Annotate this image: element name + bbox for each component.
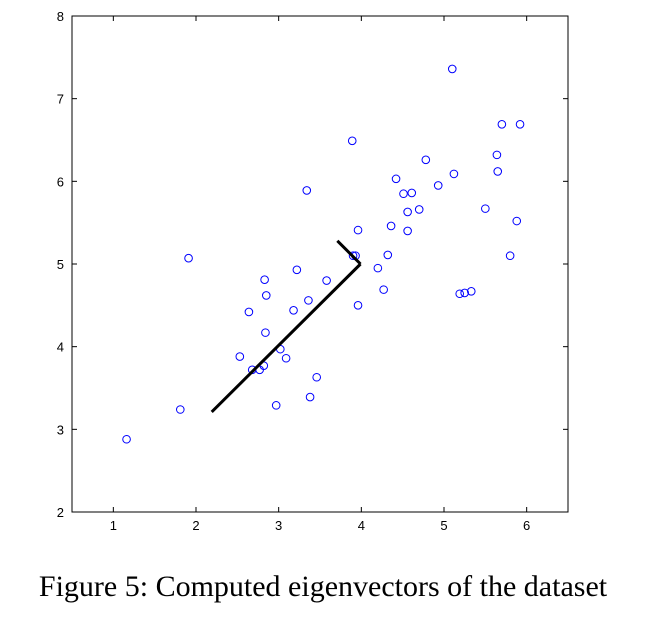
data-point	[449, 169, 459, 179]
data-point	[466, 286, 476, 296]
data-point	[305, 392, 315, 402]
figure-caption: Figure 5: Computed eigenvectors of the d…	[38, 570, 608, 603]
data-point	[244, 307, 254, 317]
y-tick-label: 8	[57, 9, 64, 24]
data-point	[312, 372, 321, 382]
eigenvector-lines	[210, 239, 362, 414]
data-point	[403, 207, 412, 217]
data-point	[379, 285, 388, 294]
data-point	[447, 64, 457, 74]
x-tick-label: 5	[440, 518, 447, 533]
x-tick-label: 6	[523, 518, 530, 533]
data-point	[292, 265, 302, 275]
data-point	[373, 263, 383, 273]
data-points	[122, 64, 525, 444]
data-point	[322, 276, 331, 285]
data-point	[260, 275, 269, 285]
data-point	[347, 136, 357, 146]
data-point	[455, 289, 465, 299]
data-point	[492, 150, 502, 160]
data-point	[235, 352, 245, 361]
data-point	[421, 155, 431, 165]
data-point	[302, 186, 312, 195]
data-point	[122, 434, 131, 444]
y-tick-label: 2	[57, 505, 64, 520]
data-point	[289, 305, 298, 315]
data-point	[353, 301, 363, 310]
data-point	[261, 291, 271, 300]
data-point	[184, 253, 193, 263]
data-point	[481, 204, 490, 213]
data-point	[515, 119, 525, 129]
y-tick-label: 5	[57, 257, 64, 272]
data-point	[493, 167, 503, 176]
y-tick-label: 3	[57, 422, 64, 437]
y-tick-label: 4	[57, 340, 64, 355]
scatter-chart: 1 2 3 4 5 6 2 3 4 5 6 7 8	[57, 9, 569, 533]
data-point	[403, 226, 412, 236]
plot-frame	[71, 15, 569, 513]
data-point	[414, 205, 424, 214]
data-point	[433, 181, 443, 190]
data-point	[281, 353, 291, 363]
axis-ticks: 1 2 3 4 5 6 2 3 4 5 6 7 8	[57, 9, 568, 533]
data-point	[512, 216, 522, 226]
data-point	[271, 401, 281, 410]
y-tick-label: 6	[57, 174, 64, 189]
data-point	[383, 250, 393, 260]
data-point	[261, 328, 270, 337]
data-point	[175, 405, 185, 414]
data-point	[505, 251, 515, 261]
data-point	[391, 174, 401, 184]
data-point	[386, 221, 396, 231]
y-tick-label: 7	[57, 92, 64, 107]
data-point	[399, 189, 408, 199]
data-point	[407, 188, 417, 198]
eigenvector-line	[336, 239, 362, 266]
data-point	[348, 251, 358, 261]
x-tick-label: 1	[110, 518, 117, 533]
x-tick-label: 4	[358, 518, 365, 533]
data-point	[460, 288, 469, 298]
data-point	[497, 119, 507, 129]
x-tick-label: 2	[192, 518, 199, 533]
data-point	[353, 225, 363, 235]
eigenvector-line	[210, 262, 362, 414]
data-point	[304, 296, 313, 305]
x-tick-label: 3	[275, 518, 282, 533]
